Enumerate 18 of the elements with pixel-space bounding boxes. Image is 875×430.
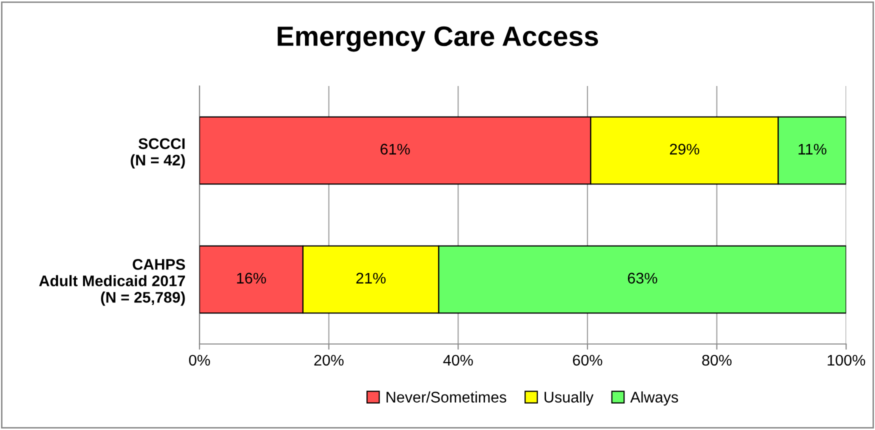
data-label: 63%	[628, 272, 658, 284]
x-tick-label: 20%	[314, 354, 344, 366]
x-tick-label: 0%	[189, 354, 210, 366]
x-tick-label: 60%	[572, 354, 602, 366]
x-tick-label: 40%	[443, 354, 473, 366]
x-tick-label: 80%	[702, 354, 732, 366]
data-label: 61%	[380, 144, 410, 155]
data-label: 16%	[237, 272, 266, 284]
y-tick-label: SCCCI (N = 42)	[130, 138, 185, 169]
chart-title: Emergency Care Access	[278, 26, 598, 52]
data-label: 11%	[798, 144, 826, 155]
legend-label: Always	[630, 391, 678, 406]
x-tick-label: 100%	[828, 354, 866, 366]
legend-label: Usually	[544, 391, 594, 406]
data-label: 21%	[356, 272, 386, 284]
legend-label: Never/Sometimes	[386, 391, 506, 403]
data-label: 29%	[670, 144, 700, 155]
y-tick-label: CAHPS Adult Medicaid 2017 (N = 25,789)	[39, 259, 186, 306]
